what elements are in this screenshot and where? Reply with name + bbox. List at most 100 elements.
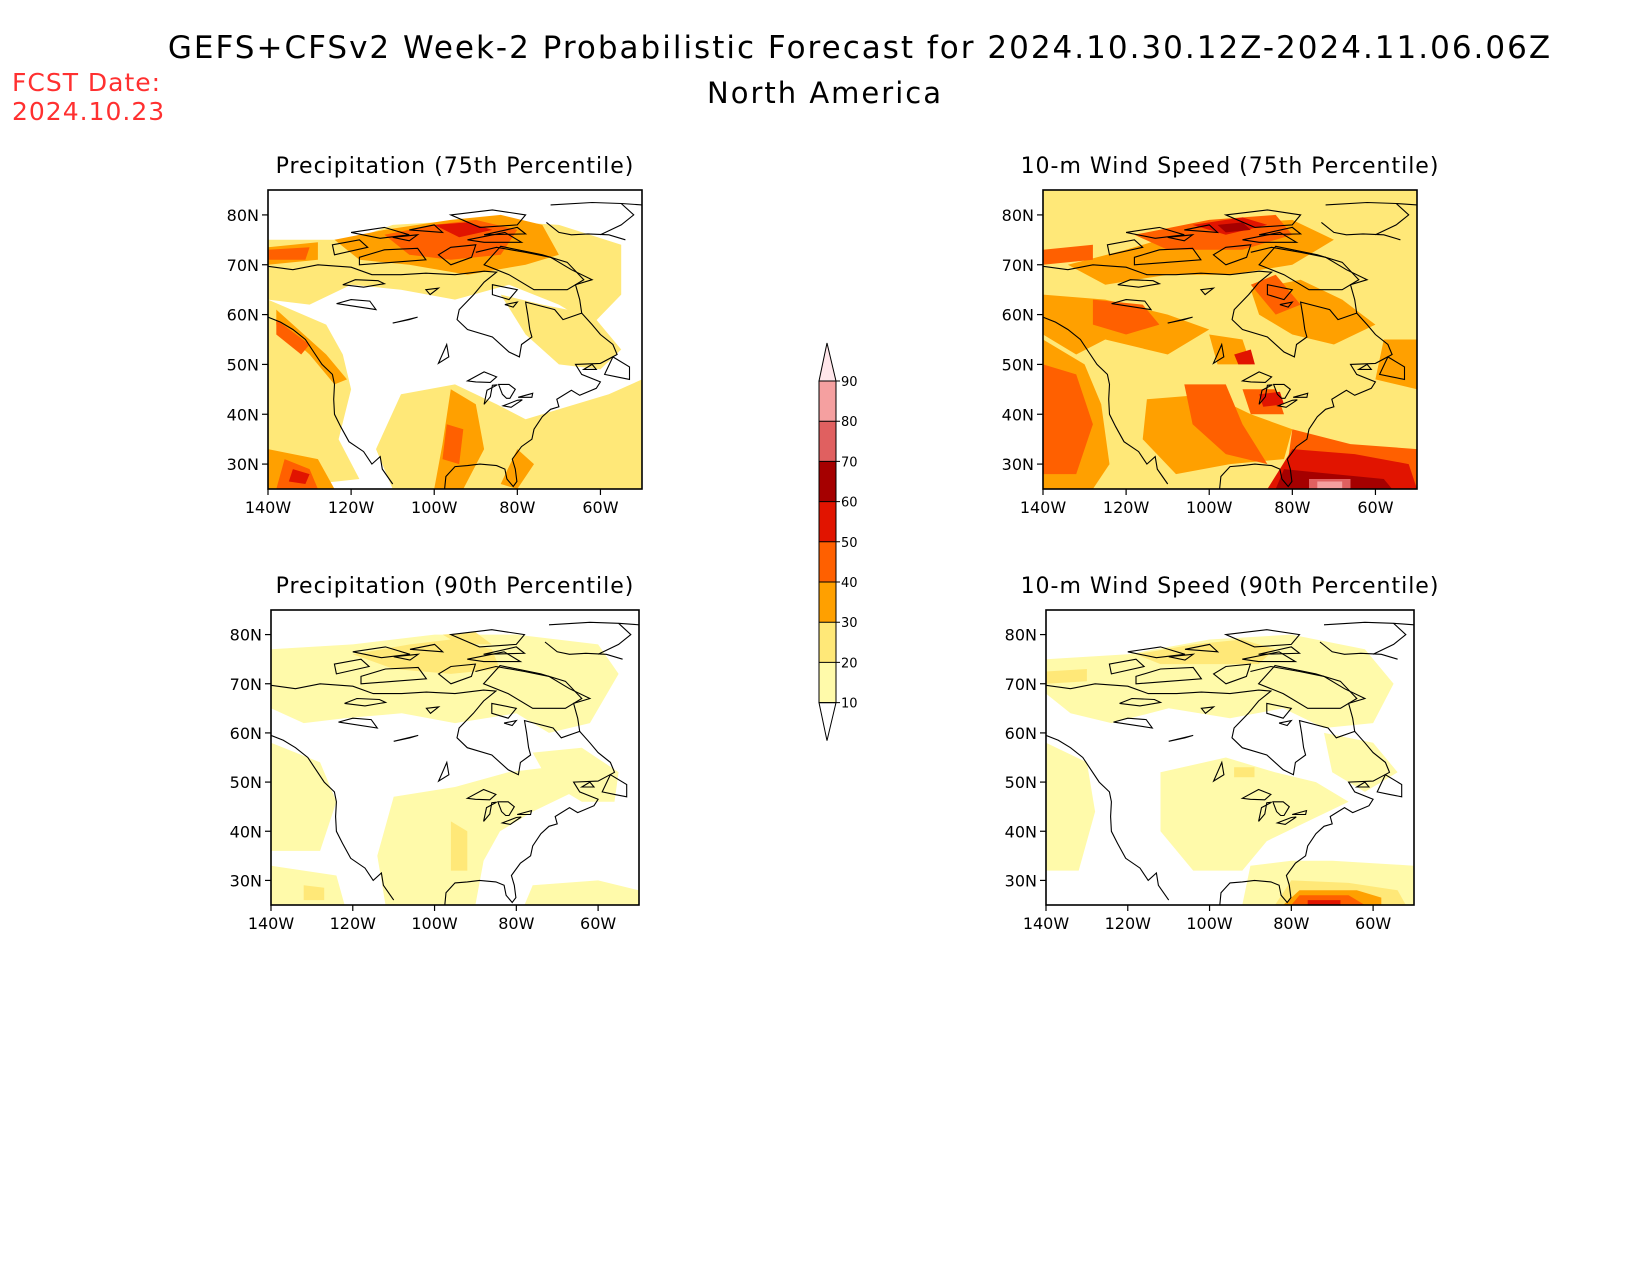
- lake-outline: [483, 801, 497, 822]
- island-outline: [424, 287, 441, 296]
- probability-fill-precip90: [271, 632, 639, 905]
- island-outline: [581, 363, 598, 370]
- lat-tick-label: 40N: [1005, 822, 1037, 841]
- probability-region: [1234, 349, 1255, 365]
- lat-tick-label: 60N: [1002, 306, 1034, 325]
- map-frame: [1045, 609, 1415, 906]
- lake-outline: [1240, 371, 1273, 383]
- island-outline: [360, 666, 428, 685]
- probability-region: [1250, 274, 1301, 315]
- lon-tick-label: 140W: [1020, 498, 1067, 517]
- colorbar-segment: [819, 541, 836, 582]
- probability-region: [1043, 364, 1093, 475]
- coastline: [1372, 622, 1407, 655]
- lake-outline: [1258, 801, 1272, 822]
- lon-tick-label: 80W: [1273, 914, 1309, 933]
- lon-tick-label: 120W: [330, 914, 377, 933]
- lake-outline: [1117, 279, 1162, 288]
- lon-tick-label: 60W: [582, 498, 618, 517]
- probability-region: [1184, 384, 1268, 465]
- lake-outline: [1292, 809, 1308, 816]
- coastline: [271, 734, 395, 901]
- probability-region: [1217, 222, 1251, 233]
- coastline: [271, 683, 616, 905]
- island-outline: [437, 244, 477, 266]
- island-outline: [1376, 773, 1403, 798]
- coastline: [550, 201, 642, 206]
- probability-region: [1043, 244, 1093, 265]
- island-outline: [1133, 247, 1202, 266]
- coastline: [597, 622, 632, 655]
- island-outline: [1257, 664, 1358, 709]
- coastline: [1250, 246, 1369, 314]
- island-outline: [1279, 301, 1294, 308]
- coastline: [548, 621, 639, 626]
- probability-region: [1317, 481, 1343, 489]
- probability-region: [500, 449, 534, 489]
- island-outline: [331, 239, 369, 256]
- island-outline: [1135, 666, 1203, 685]
- probability-region: [271, 742, 337, 851]
- lat-tick-label: 60N: [230, 724, 262, 743]
- panel-title: 10-m Wind Speed (90th Percentile): [1021, 574, 1440, 599]
- lat-tick-label: 30N: [1005, 871, 1037, 890]
- probability-region: [1046, 742, 1096, 871]
- probability-region: [1375, 339, 1417, 390]
- lon-tick-label: 100W: [1186, 498, 1233, 517]
- probability-region: [268, 247, 310, 260]
- lake-outline: [392, 316, 418, 324]
- lat-tick-label: 80N: [1005, 626, 1037, 645]
- island-outline: [448, 209, 527, 228]
- panel-wind90: 10-m Wind Speed (90th Percentile) 140W 120…: [1005, 574, 1440, 933]
- island-outline: [425, 706, 441, 715]
- coastlines-wind75: [1043, 201, 1417, 489]
- lon-tick-label: 120W: [1103, 498, 1150, 517]
- island-outline: [1356, 363, 1373, 370]
- lon-tick-label: 60W: [580, 914, 616, 933]
- island-outline: [1223, 209, 1302, 228]
- coastline: [475, 665, 592, 732]
- island-outline: [1278, 719, 1293, 727]
- coastlines-wind90: [1046, 621, 1414, 905]
- island-outline: [1184, 643, 1220, 653]
- lon-tick-label: 140W: [1023, 914, 1070, 933]
- lake-outline: [1212, 342, 1225, 365]
- lon-tick-label: 60W: [1357, 498, 1393, 517]
- coastline: [1043, 316, 1169, 485]
- probability-region: [303, 885, 325, 901]
- lat-tick-label: 70N: [227, 256, 259, 275]
- island-outline: [1258, 245, 1360, 291]
- lake-outline: [1113, 717, 1154, 729]
- coastline: [544, 641, 623, 660]
- island-outline: [409, 224, 445, 234]
- lat-tick-label: 70N: [230, 675, 262, 694]
- lake-outline: [465, 371, 498, 383]
- lon-tick-label: 80W: [499, 498, 535, 517]
- coastline: [1325, 201, 1417, 206]
- coastline: [1043, 264, 1393, 489]
- probability-region: [268, 299, 360, 489]
- lat-tick-label: 50N: [1002, 355, 1034, 374]
- lat-tick-label: 70N: [1002, 256, 1034, 275]
- island-outline: [1125, 226, 1185, 239]
- island-outline: [603, 356, 631, 381]
- lake-outline: [1119, 697, 1163, 707]
- lake-outline: [517, 809, 533, 816]
- island-outline: [1184, 224, 1220, 234]
- probability-region: [500, 294, 622, 370]
- colorbar-segment: [819, 501, 836, 542]
- island-outline: [333, 658, 371, 675]
- coastline: [268, 316, 394, 485]
- island-outline: [1266, 284, 1294, 301]
- coastline: [1321, 221, 1401, 241]
- lake-outline: [497, 801, 516, 817]
- lake-outline: [1111, 299, 1153, 311]
- lat-tick-label: 50N: [1005, 773, 1037, 792]
- colorbar: 10 20 30 40 50 60 70 80 90: [818, 342, 858, 741]
- colorbar-tick-label: 70: [841, 455, 858, 470]
- lat-tick-label: 80N: [1002, 206, 1034, 225]
- colorbar-lower-triangle: [818, 702, 837, 741]
- island-outline: [1212, 663, 1252, 685]
- island-outline: [1199, 287, 1216, 296]
